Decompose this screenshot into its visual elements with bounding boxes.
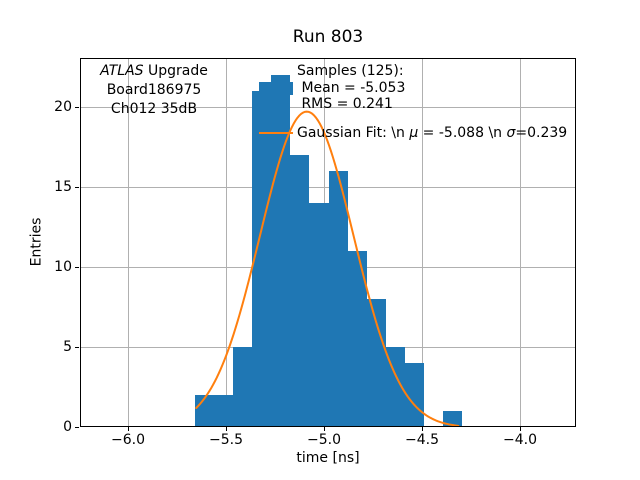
x-tick-mark [323,427,325,431]
histogram-bar [366,299,386,427]
histogram-bar [328,171,348,427]
y-tick-label: 10 [54,259,72,276]
gaussian-curve-line [195,110,460,427]
histogram-bar [233,347,253,427]
x-tick-label: −6.0 [111,431,145,448]
x-axis-label: time [ns] [296,450,360,466]
plot-area: −6.0 −5.5 −5.0 −4.5 −4.0 0 5 10 15 20 ATLAS Upgra… [54,57,576,448]
y-tick-label: 15 [54,179,72,196]
x-tick-mark [421,427,423,431]
histogram-bar [271,75,291,427]
x-tick-mark [225,427,227,431]
annotation-line-2: Board186975 [106,81,202,98]
y-tick-label: 0 [63,419,72,435]
y-gridline [80,186,576,188]
y-tick-mark [75,426,79,428]
histogram-bar [290,155,310,427]
y-tick-mark [75,346,79,348]
annotation-upgrade: Upgrade [143,62,208,79]
y-tick-mark [75,106,79,108]
x-tick-mark [519,427,521,431]
annotation-atlas-italic: ATLAS [100,62,144,79]
x-gridline [127,57,129,427]
histogram-bar [385,347,406,427]
annotation-line-3: Ch012 35dB [110,100,198,117]
y-tick-mark [75,266,79,268]
chart-title: Run 803 [292,27,364,47]
y-gridline [80,106,576,108]
x-gridline [519,57,521,427]
x-tick-label: −4.0 [503,431,537,448]
y-tick-label: 5 [63,339,72,356]
histogram-bar [252,91,272,427]
histogram-bar [347,251,367,427]
histogram-bar [309,203,329,427]
x-gridline [421,57,423,427]
histogram-bar [405,363,425,427]
y-tick-label: 20 [54,99,72,116]
x-gridline [225,57,227,427]
x-tick-label: −5.0 [307,431,341,448]
x-tick-mark [127,427,129,431]
gaussian-fit-curve [195,110,460,427]
annotation-line-1: ATLAS Upgrade [100,62,208,81]
x-tick-label: −5.5 [209,431,243,448]
histogram-bar [213,395,234,427]
annotation-atlas: ATLAS Upgrade Board186975 Ch012 35dB [100,62,208,119]
y-axis-label: Entries [28,217,45,267]
y-tick-mark [75,186,79,188]
x-tick-label: −4.5 [405,431,439,448]
